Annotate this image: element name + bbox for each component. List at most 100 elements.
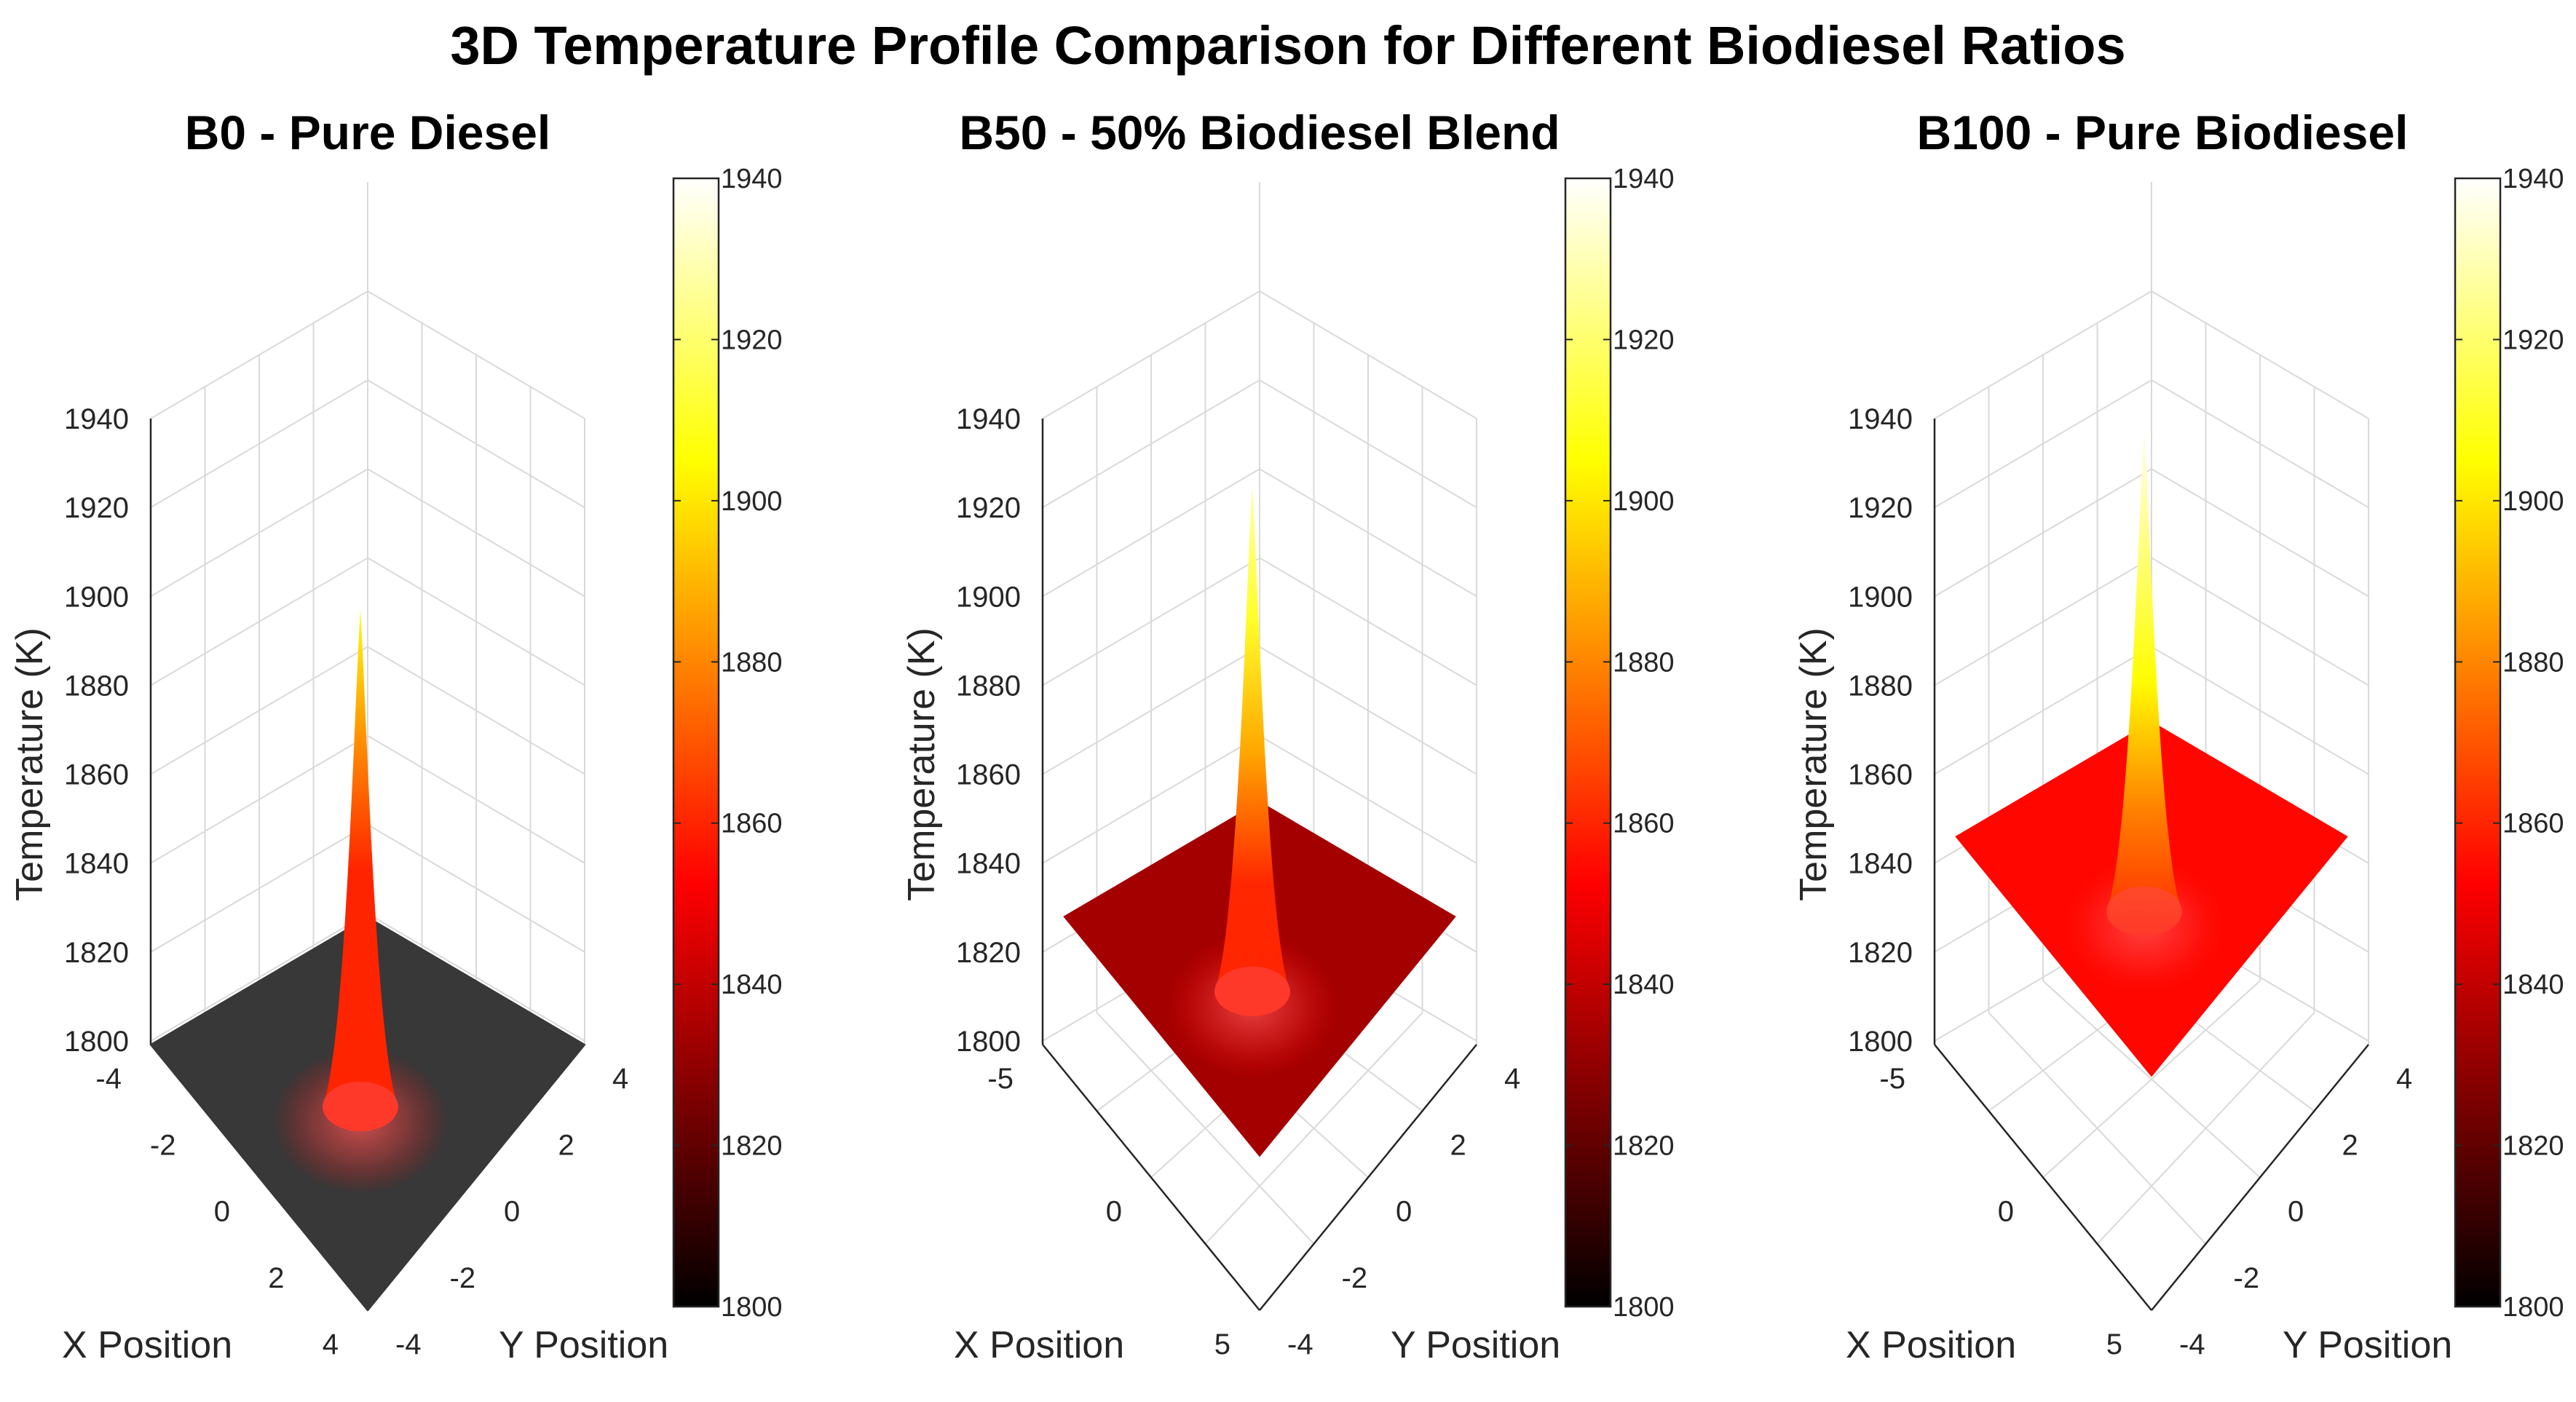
z-tick-label: 1820 (1848, 937, 1913, 969)
x-tick-label: 5 (1214, 1328, 1230, 1361)
subplot-1: B50 - 50% Biodiesel Blend 1800 1820 1840 186… (901, 106, 1675, 1366)
colorbar (672, 177, 720, 1308)
colorbar-tick-label: 1880 (1613, 647, 1675, 678)
colorbar (2454, 177, 2502, 1308)
colorbar-tick-label: 1940 (2502, 164, 2564, 194)
y-tick-label: 4 (2396, 1063, 2412, 1095)
colorbar-tick-label: 1880 (2502, 647, 2564, 678)
colorbar-tick-label: 1940 (1613, 164, 1675, 194)
y-tick-label: 0 (2288, 1196, 2304, 1228)
peak-base (1214, 966, 1290, 1016)
z-axis-label: Temperature (K) (9, 627, 51, 901)
y-tick-label: 4 (1504, 1063, 1520, 1095)
y-tick-label: -4 (2179, 1328, 2205, 1361)
x-tick-label: -2 (150, 1129, 176, 1161)
grid-floor-b (2042, 980, 2261, 1179)
colorbar-tick-label: 1820 (721, 1131, 783, 1162)
y-tick-label: -2 (2234, 1262, 2260, 1294)
subplot-title: B50 - 50% Biodiesel Blend (959, 106, 1560, 159)
y-tick-label: 4 (612, 1063, 628, 1095)
z-tick-label: 1920 (64, 492, 129, 524)
z-tick-label: 1900 (64, 581, 129, 613)
z-axis-label: Temperature (K) (1793, 627, 1835, 901)
y-tick-label: -2 (1342, 1262, 1368, 1294)
colorbar-tick-label: 1840 (2502, 970, 2564, 1000)
z-tick-label: 1820 (64, 937, 129, 969)
subplot-0: B0 - Pure Diesel 1800 1820 1840 1860 1880 1900… (9, 106, 783, 1366)
z-tick-label: 1940 (1848, 403, 1913, 435)
y-axis-label: Y Position (499, 1324, 668, 1366)
x-tick-label: -5 (1879, 1063, 1905, 1095)
z-tick-label: 1820 (956, 937, 1021, 969)
z-tick-label: 1860 (956, 759, 1021, 791)
subplot-title: B0 - Pure Diesel (185, 106, 551, 159)
x-tick-label: 2 (268, 1262, 284, 1294)
colorbar-tick-label: 1860 (1613, 809, 1675, 839)
colorbar-tick-label: 1860 (2502, 809, 2564, 839)
y-tick-label: 0 (1396, 1196, 1412, 1228)
z-tick-label: 1900 (956, 581, 1021, 613)
z-tick-label: 1800 (956, 1026, 1021, 1058)
x-tick-label: 0 (1106, 1196, 1122, 1228)
z-tick-label: 1920 (1848, 492, 1913, 524)
colorbar-tick-label: 1820 (2502, 1131, 2564, 1162)
y-tick-label: 0 (504, 1196, 520, 1228)
y-axis-label: Y Position (2283, 1324, 2452, 1366)
z-tick-label: 1880 (64, 670, 129, 702)
colorbar-tick-label: 1920 (721, 325, 783, 355)
x-tick-label: -5 (987, 1063, 1014, 1095)
temperature-peak (323, 609, 398, 1131)
y-tick-label: -4 (395, 1328, 422, 1361)
temperature-peak (1214, 485, 1290, 1016)
colorbar-tick-label: 1840 (721, 970, 783, 1000)
colorbar (1564, 177, 1612, 1308)
colorbar-tick-label: 1920 (2502, 325, 2564, 355)
y-tick-label: -4 (1287, 1328, 1313, 1361)
y-tick-label: -2 (450, 1262, 476, 1294)
z-tick-label: 1800 (1848, 1026, 1913, 1058)
colorbar-tick-label: 1800 (721, 1292, 783, 1323)
x-axis-label: X Position (954, 1324, 1124, 1366)
subplot-title: B100 - Pure Biodiesel (1917, 106, 2409, 159)
z-tick-label: 1840 (1848, 848, 1913, 880)
colorbar-tick-label: 1940 (721, 164, 783, 194)
z-tick-label: 1860 (64, 759, 129, 791)
peak-base (323, 1082, 398, 1131)
z-axis-label: Temperature (K) (901, 627, 943, 901)
z-tick-label: 1840 (956, 848, 1021, 880)
z-tick-label: 1940 (956, 403, 1021, 435)
x-tick-label: 4 (323, 1328, 339, 1361)
x-axis-line (1042, 1044, 1260, 1311)
y-tick-label: 2 (1450, 1129, 1466, 1161)
x-tick-label: 0 (1998, 1196, 2014, 1228)
colorbar-tick-label: 1900 (1613, 486, 1675, 517)
x-axis-label: X Position (1846, 1324, 2016, 1366)
x-tick-label: 0 (214, 1196, 230, 1228)
x-tick-label: -4 (95, 1063, 122, 1095)
colorbar-tick-label: 1820 (1613, 1131, 1675, 1162)
subplot-2: B100 - Pure Biodiesel 1800 1820 1840 1860 188… (1793, 106, 2564, 1366)
figure-title: 3D Temperature Profile Comparison for Di… (450, 15, 2125, 76)
x-axis-line (1934, 1044, 2152, 1311)
colorbar-tick-label: 1900 (721, 486, 783, 517)
z-tick-label: 1920 (956, 492, 1021, 524)
y-axis-line (2151, 1044, 2369, 1311)
y-tick-label: 2 (2342, 1129, 2358, 1161)
colorbar-tick-label: 1920 (1613, 325, 1675, 355)
colorbar-tick-label: 1800 (1613, 1292, 1675, 1323)
z-tick-label: 1880 (1848, 670, 1913, 702)
y-axis-line (1259, 1044, 1477, 1311)
y-tick-label: 2 (558, 1129, 574, 1161)
z-tick-label: 1800 (64, 1026, 129, 1058)
colorbar-tick-label: 1880 (721, 647, 783, 678)
x-axis-label: X Position (62, 1324, 232, 1366)
colorbar-tick-label: 1860 (721, 809, 783, 839)
colorbar-tick-label: 1800 (2502, 1292, 2564, 1323)
colorbar-tick-label: 1840 (1613, 970, 1675, 1000)
temperature-peak (2106, 427, 2182, 936)
peak-base (2106, 886, 2182, 936)
z-tick-label: 1860 (1848, 759, 1913, 791)
colorbar-tick-label: 1900 (2502, 486, 2564, 517)
z-tick-label: 1900 (1848, 581, 1913, 613)
